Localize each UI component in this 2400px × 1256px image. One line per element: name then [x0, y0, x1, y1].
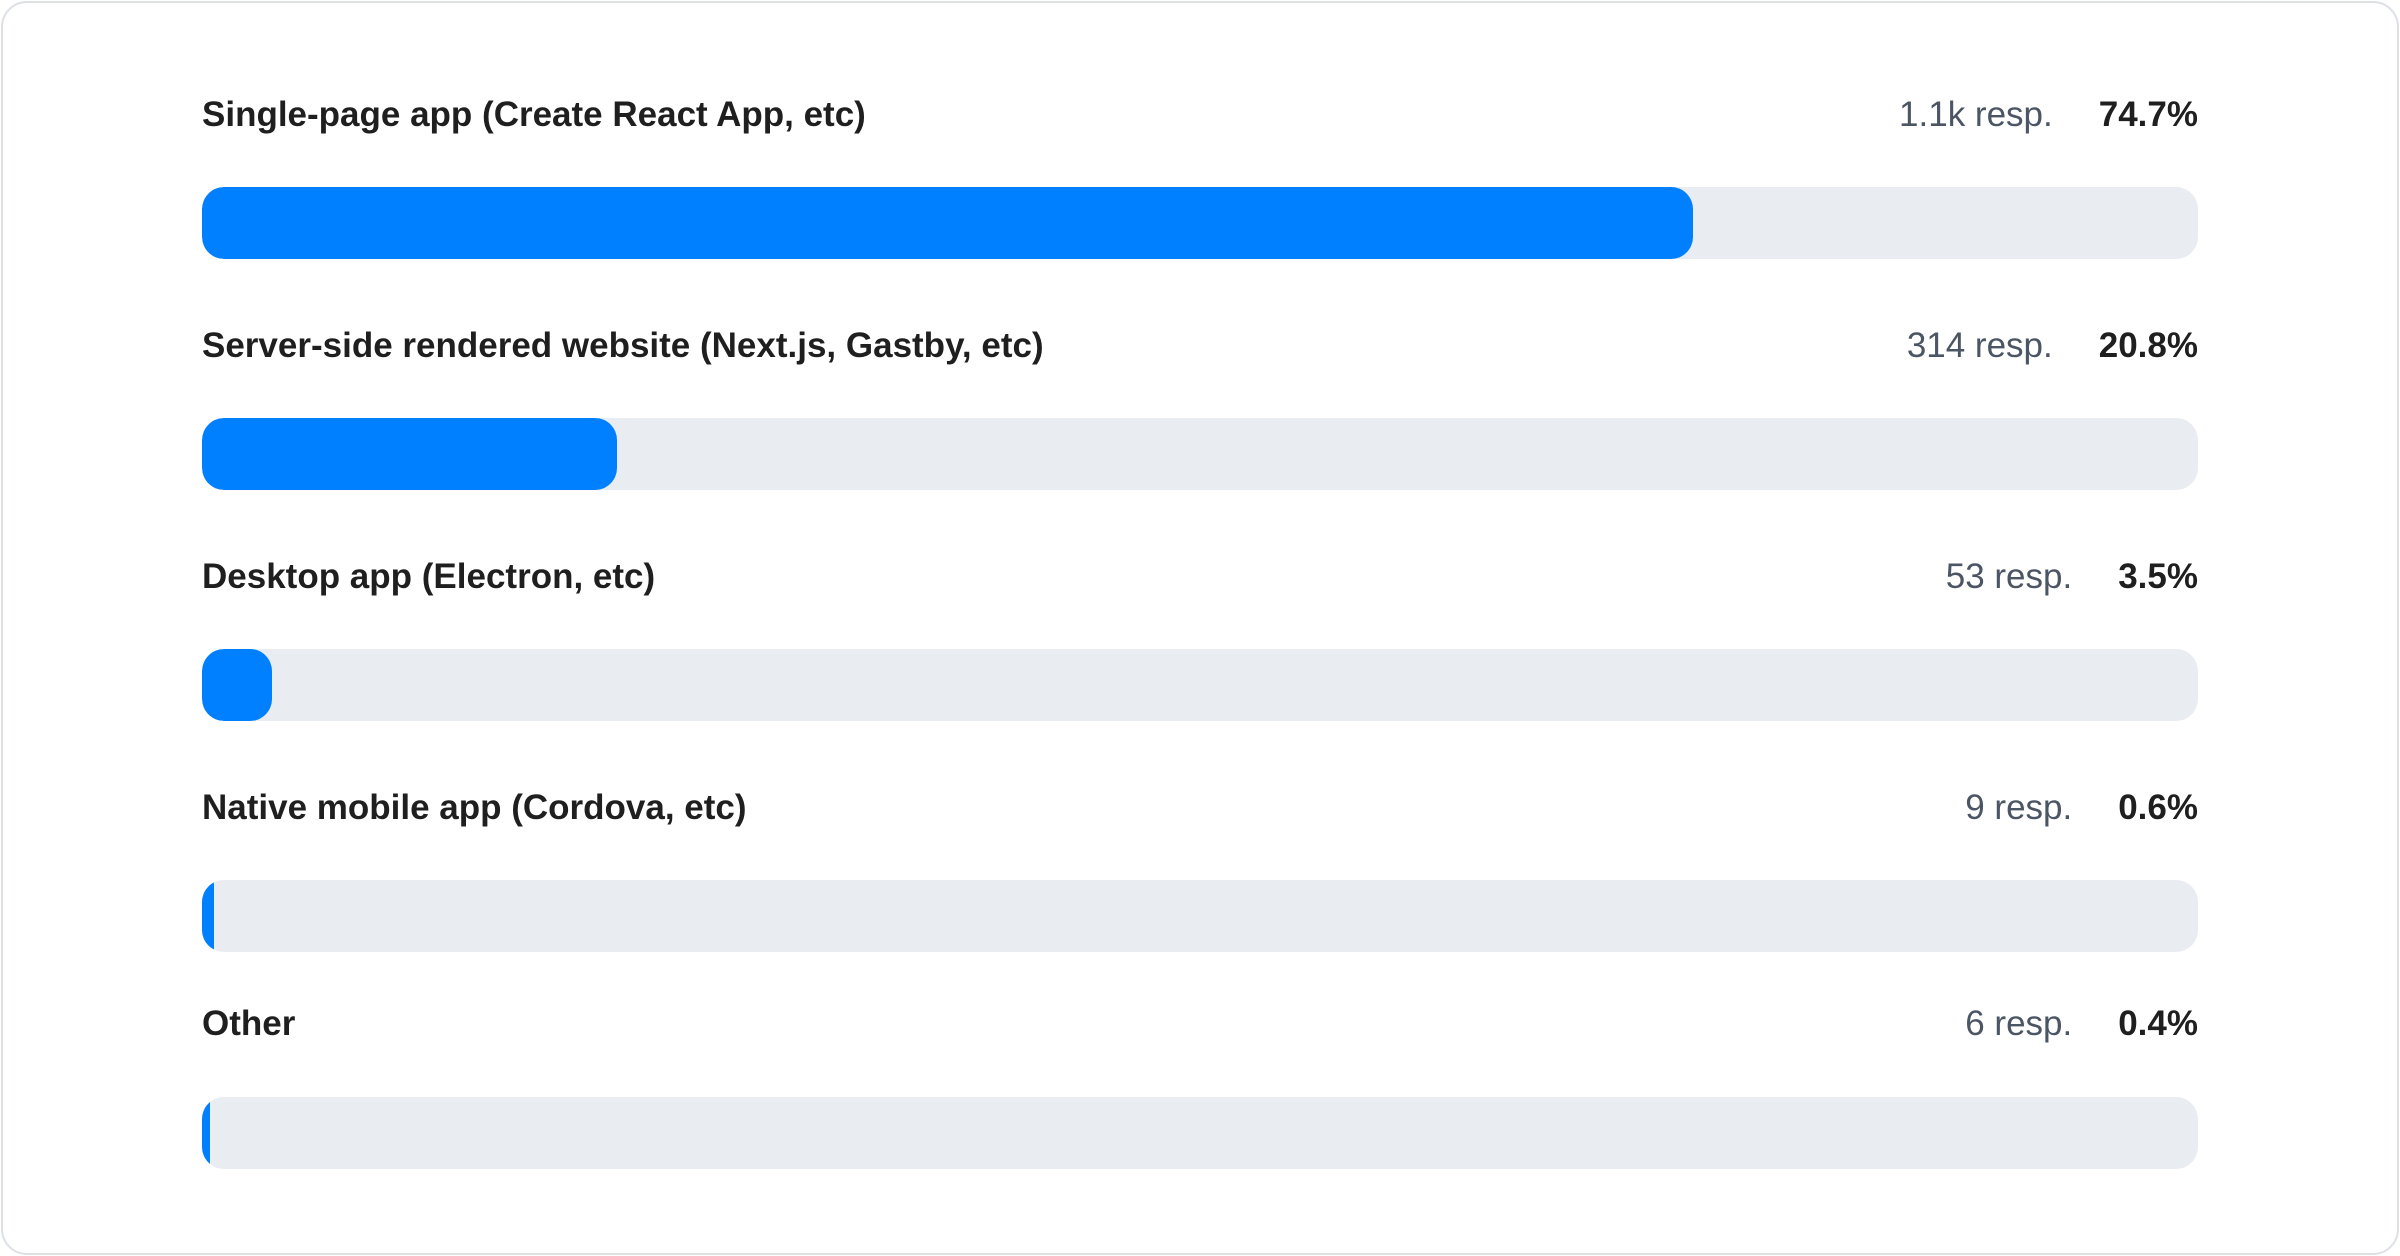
bar-track — [202, 880, 2198, 952]
bar-fill — [202, 649, 272, 721]
bar-header: Other 6 resp. 0.4% — [202, 996, 2198, 1052]
bar-meta: 9 resp. 0.6% — [1965, 780, 2198, 836]
bar-track — [202, 418, 2198, 490]
bar-fill — [202, 880, 214, 952]
bar-fill — [202, 1097, 210, 1169]
bar-header: Desktop app (Electron, etc) 53 resp. 3.5… — [202, 549, 2198, 605]
percent-value: 74.7% — [2098, 95, 2198, 134]
response-count: 314 resp. — [1906, 326, 2053, 365]
percent-value: 0.6% — [2118, 788, 2198, 827]
percent-value: 20.8% — [2098, 326, 2198, 365]
bar-label: Other — [202, 1004, 296, 1043]
percent-value: 0.4% — [2118, 1004, 2198, 1043]
response-count: 1.1k resp. — [1899, 95, 2053, 134]
bar-fill — [202, 418, 617, 490]
bar-header: Single-page app (Create React App, etc) … — [202, 87, 2198, 143]
bar-track — [202, 187, 2198, 259]
bar-meta: 53 resp. 3.5% — [1946, 549, 2198, 605]
bar-header: Server-side rendered website (Next.js, G… — [202, 318, 2198, 374]
bar-track — [202, 1097, 2198, 1169]
bar-label: Desktop app (Electron, etc) — [202, 557, 656, 596]
bar-header: Native mobile app (Cordova, etc) 9 resp.… — [202, 780, 2198, 836]
response-count: 6 resp. — [1965, 1004, 2073, 1043]
bar-label: Single-page app (Create React App, etc) — [202, 95, 866, 134]
percent-value: 3.5% — [2118, 557, 2198, 596]
bar-label: Native mobile app (Cordova, etc) — [202, 788, 747, 827]
bar-track — [202, 649, 2198, 721]
bar-label: Server-side rendered website (Next.js, G… — [202, 326, 1044, 365]
response-count: 53 resp. — [1945, 557, 2073, 596]
bar-meta: 314 resp. 20.8% — [1907, 318, 2198, 374]
bar-meta: 6 resp. 0.4% — [1965, 996, 2198, 1052]
response-count: 9 resp. — [1965, 788, 2073, 827]
bar-meta: 1.1k resp. 74.7% — [1899, 87, 2198, 143]
bar-fill — [202, 187, 1693, 259]
